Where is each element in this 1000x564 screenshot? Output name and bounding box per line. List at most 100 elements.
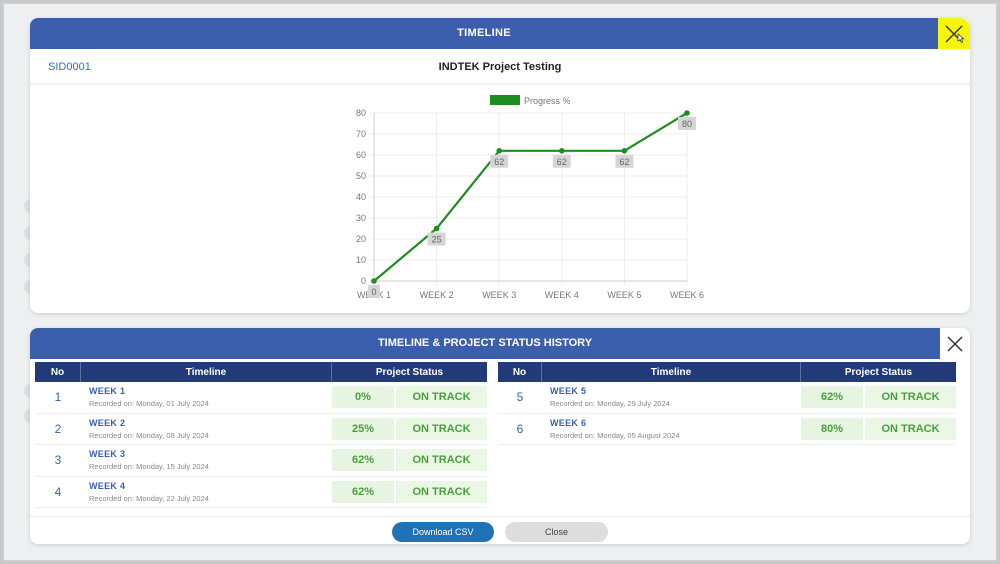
row-number: 5 <box>498 382 542 414</box>
data-label: 62 <box>494 157 504 167</box>
cursor-hand-icon <box>957 32 965 43</box>
sid-label: SID0001 <box>48 61 91 73</box>
recorded-date: Recorded on: Monday, 01 July 2024 <box>89 399 209 409</box>
col-timeline: Timeline <box>81 362 332 382</box>
row-number: 1 <box>35 382 81 414</box>
data-point[interactable] <box>684 110 690 116</box>
history-modal-title: TIMELINE & PROJECT STATUS HISTORY <box>30 328 940 359</box>
timeline-modal: TIMELINE SID0001 INDTEK Project Testing … <box>30 18 970 313</box>
history-modal: TIMELINE & PROJECT STATUS HISTORY No Tim… <box>30 328 970 544</box>
status-cell: 62% ON TRACK <box>332 445 487 477</box>
table-row: 6 WEEK 6 Recorded on: Monday, 05 August 20… <box>498 414 956 445</box>
progress-percent: 62% <box>332 480 394 503</box>
close-icon <box>945 25 965 43</box>
week-link[interactable]: WEEK 4 <box>89 480 126 491</box>
status-cell: 62% ON TRACK <box>332 477 487 508</box>
y-tick-label: 60 <box>356 150 366 160</box>
data-label-bg <box>368 285 380 298</box>
week-link[interactable]: WEEK 2 <box>89 417 126 428</box>
data-label-bg <box>615 154 634 168</box>
col-status: Project Status <box>332 362 487 382</box>
close-button[interactable]: Close <box>505 522 608 542</box>
data-label: 62 <box>557 157 567 167</box>
status-cell: 80% ON TRACK <box>801 414 956 445</box>
status-cell: 62% ON TRACK <box>801 382 956 414</box>
recorded-date: Recorded on: Monday, 15 July 2024 <box>89 462 209 472</box>
legend-label[interactable]: Progress % <box>524 96 571 106</box>
status-badge: ON TRACK <box>865 386 956 409</box>
timeline-modal-title: TIMELINE <box>30 18 938 49</box>
data-label-bg <box>678 117 696 130</box>
col-status: Project Status <box>801 362 956 382</box>
project-name: INDTEK Project Testing <box>438 61 562 73</box>
status-badge: ON TRACK <box>396 449 487 472</box>
x-tick-label: WEEK 3 <box>482 290 516 300</box>
timeline-cell: WEEK 2 Recorded on: Monday, 08 July 2024 <box>81 414 332 445</box>
data-label: 0 <box>371 287 376 297</box>
footer-divider <box>30 516 970 517</box>
status-badge: ON TRACK <box>396 386 487 409</box>
legend-swatch[interactable] <box>490 95 520 105</box>
recorded-date: Recorded on: Monday, 08 July 2024 <box>89 430 209 440</box>
history-table-right: No Timeline Project Status 5 WEEK 5 Record… <box>498 362 956 445</box>
data-point[interactable] <box>559 148 565 154</box>
row-number: 3 <box>35 445 81 477</box>
week-link[interactable]: WEEK 1 <box>89 386 126 397</box>
progress-percent: 80% <box>801 417 863 440</box>
data-point[interactable] <box>621 148 628 154</box>
week-link[interactable]: WEEK 6 <box>550 417 587 428</box>
y-tick-label: 40 <box>356 192 366 202</box>
y-tick-label: 10 <box>356 255 366 265</box>
recorded-date: Recorded on: Monday, 05 August 2024 <box>550 430 680 440</box>
data-point[interactable] <box>433 225 440 232</box>
download-csv-button[interactable]: Download CSV <box>392 522 494 542</box>
table-row: 4 WEEK 4 Recorded on: Monday, 22 July 2024… <box>35 477 487 508</box>
close-icon <box>947 335 963 352</box>
status-badge: ON TRACK <box>396 417 487 440</box>
status-badge: ON TRACK <box>865 417 956 440</box>
y-tick-label: 80 <box>356 108 366 118</box>
timeline-close-button[interactable] <box>938 18 970 49</box>
data-label: 80 <box>682 119 692 129</box>
y-tick-label: 50 <box>356 171 366 181</box>
progress-percent: 0% <box>332 386 394 409</box>
col-no: No <box>498 362 542 382</box>
col-no: No <box>35 362 81 382</box>
data-label-bg <box>552 154 571 168</box>
row-number: 6 <box>498 414 542 445</box>
recorded-date: Recorded on: Monday, 22 July 2024 <box>89 493 209 503</box>
table-row: 2 WEEK 2 Recorded on: Monday, 08 July 2024… <box>35 414 487 445</box>
col-timeline: Timeline <box>542 362 801 382</box>
x-tick-label: WEEK 2 <box>420 290 454 300</box>
project-info-bar: SID0001 INDTEK Project Testing <box>30 49 970 85</box>
data-label-bg <box>490 154 509 168</box>
progress-line <box>373 112 688 282</box>
recorded-date: Recorded on: Monday, 29 July 2024 <box>550 399 670 409</box>
status-cell: 0% ON TRACK <box>332 382 487 414</box>
timeline-cell: WEEK 6 Recorded on: Monday, 05 August 202… <box>542 414 801 445</box>
progress-percent: 62% <box>332 449 394 472</box>
data-point[interactable] <box>371 278 377 284</box>
y-tick-label: 70 <box>356 129 366 139</box>
timeline-cell: WEEK 5 Recorded on: Monday, 29 July 2024 <box>542 382 801 414</box>
week-link[interactable]: WEEK 3 <box>89 449 126 460</box>
y-tick-label: 30 <box>356 213 366 223</box>
data-label-bg <box>427 232 446 246</box>
table-row: 1 WEEK 1 Recorded on: Monday, 01 July 2024… <box>35 382 487 414</box>
table-row: 3 WEEK 3 Recorded on: Monday, 15 July 2024… <box>35 445 487 477</box>
data-point[interactable] <box>496 148 502 154</box>
data-label: 25 <box>432 235 442 245</box>
history-close-button[interactable] <box>940 328 970 359</box>
progress-percent: 62% <box>801 386 863 409</box>
timeline-cell: WEEK 4 Recorded on: Monday, 22 July 2024 <box>81 477 332 508</box>
status-badge: ON TRACK <box>396 480 487 503</box>
timeline-cell: WEEK 3 Recorded on: Monday, 15 July 2024 <box>81 445 332 477</box>
history-table-left: No Timeline Project Status 1 WEEK 1 Record… <box>35 362 487 508</box>
progress-percent: 25% <box>332 417 394 440</box>
y-tick-label: 20 <box>356 234 366 244</box>
timeline-cell: WEEK 1 Recorded on: Monday, 01 July 2024 <box>81 382 332 414</box>
week-link[interactable]: WEEK 5 <box>550 386 587 397</box>
x-tick-label: WEEK 6 <box>670 290 704 300</box>
